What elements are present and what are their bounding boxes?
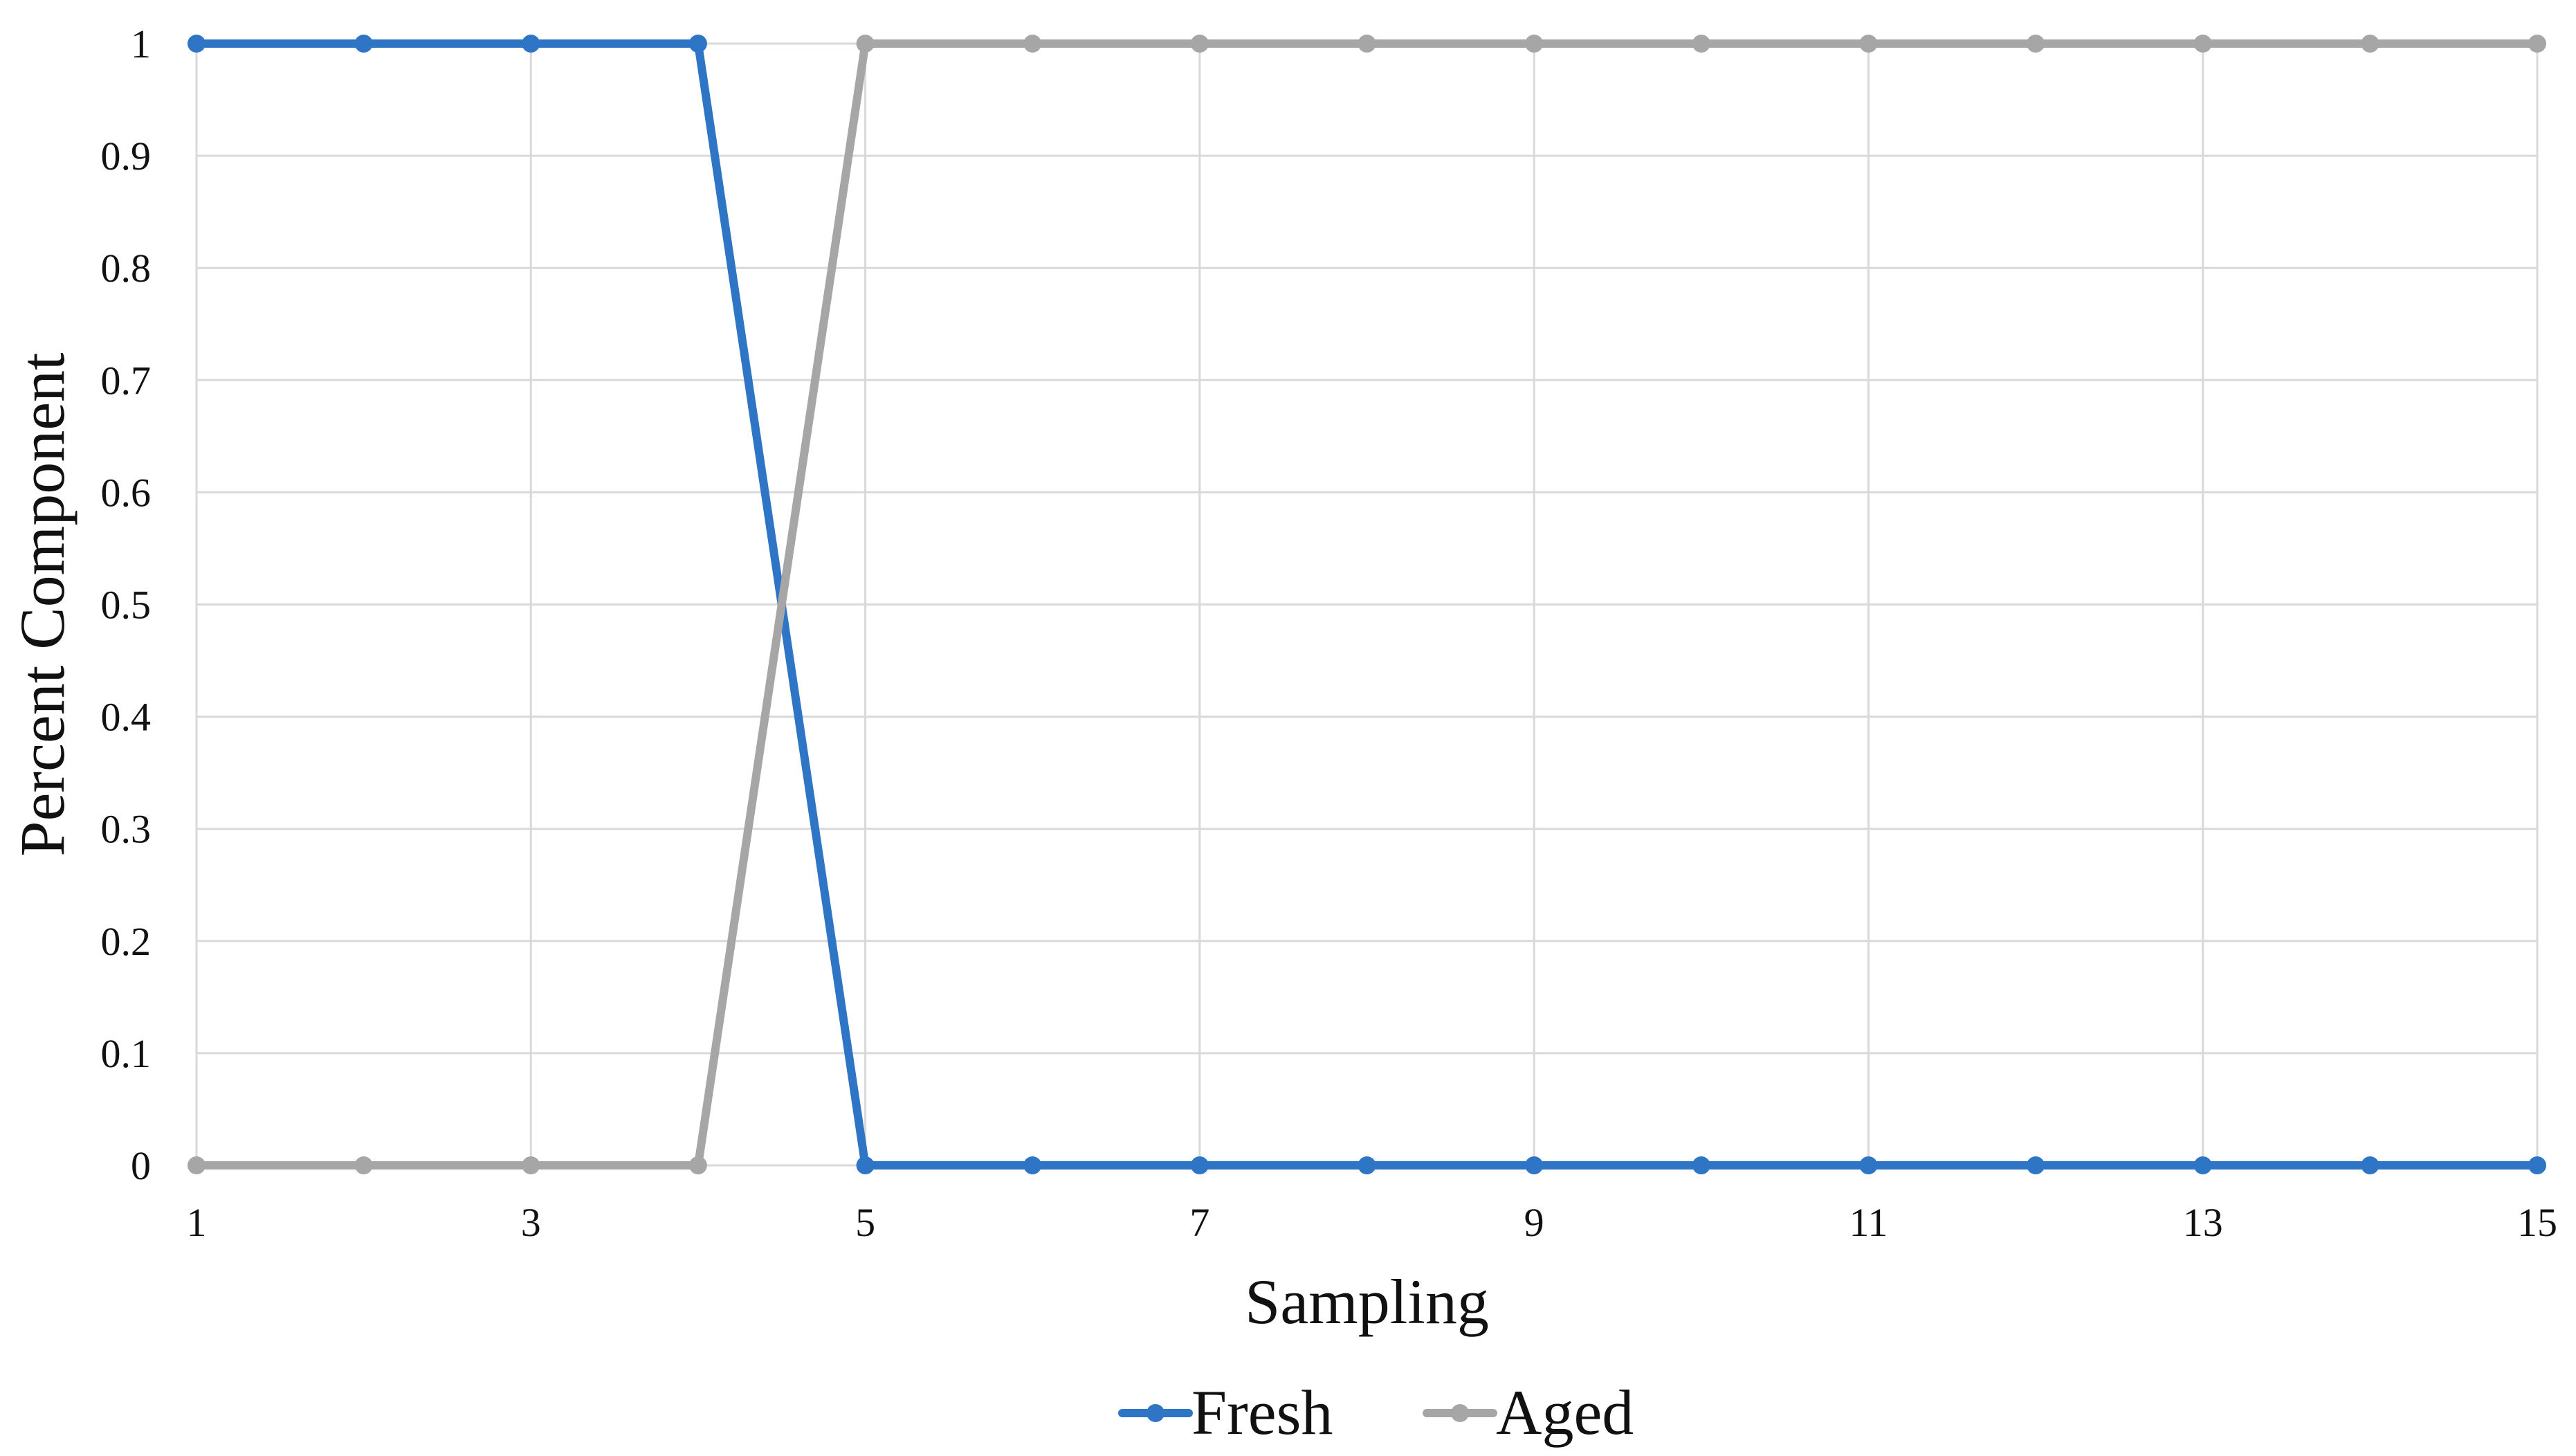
data-point-fresh: [1358, 1156, 1376, 1174]
y-tick-label: 0.5: [101, 583, 152, 628]
x-tick-label: 5: [855, 1200, 875, 1245]
y-tick-label: 0: [131, 1143, 151, 1188]
data-point-fresh: [2528, 1156, 2546, 1174]
x-tick-label: 3: [521, 1200, 541, 1245]
data-point-aged: [1692, 35, 1710, 53]
y-tick-label: 0.3: [101, 807, 152, 852]
y-axis-title: Percent Component: [7, 352, 77, 857]
data-point-aged: [1525, 35, 1544, 53]
data-point-aged: [188, 1156, 205, 1174]
x-tick-label: 7: [1189, 1200, 1209, 1245]
data-point-fresh: [354, 35, 373, 53]
y-tick-label: 1: [131, 21, 151, 66]
y-tick-label: 0.6: [101, 470, 152, 515]
data-point-fresh: [188, 35, 205, 53]
legend-item-fresh: Fresh: [1118, 1377, 1333, 1448]
legend-label: Fresh: [1191, 1377, 1333, 1448]
data-point-aged: [354, 1156, 373, 1174]
x-tick-label: 9: [1524, 1200, 1544, 1245]
data-point-aged: [1859, 35, 1878, 53]
data-point-fresh: [1023, 1156, 1042, 1174]
x-axis-tick-labels: 1 3 5 7 9 11 13 15: [187, 1200, 2558, 1245]
data-point-fresh: [1525, 1156, 1544, 1174]
legend-swatch-marker: [1451, 1404, 1469, 1422]
data-point-aged: [688, 1156, 707, 1174]
x-axis-title: Sampling: [1245, 1266, 1489, 1337]
data-point-aged: [2193, 35, 2212, 53]
y-tick-label: 0.1: [101, 1031, 152, 1076]
series-fresh: [188, 35, 2546, 1174]
data-point-aged: [1023, 35, 1042, 53]
data-point-aged: [2528, 35, 2546, 53]
data-point-fresh: [1859, 1156, 1878, 1174]
data-point-fresh: [1190, 1156, 1209, 1174]
y-tick-label: 0.4: [101, 695, 152, 740]
data-point-aged: [856, 35, 875, 53]
data-point-fresh: [2027, 1156, 2045, 1174]
legend-label: Aged: [1496, 1377, 1634, 1448]
data-point-fresh: [688, 35, 707, 53]
x-tick-label: 11: [1849, 1200, 1888, 1245]
legend: Fresh Aged: [1118, 1377, 1634, 1448]
data-point-aged: [1358, 35, 1376, 53]
y-tick-label: 0.2: [101, 919, 152, 964]
legend-item-aged: Aged: [1423, 1377, 1634, 1448]
series-aged: [188, 35, 2546, 1174]
data-point-fresh: [856, 1156, 875, 1174]
data-point-aged: [2361, 35, 2379, 53]
y-axis-tick-labels: 0 0.1 0.2 0.3 0.4 0.5 0.6 0.7 0.8 0.9 1: [101, 21, 152, 1188]
x-tick-label: 1: [187, 1200, 207, 1245]
data-point-fresh: [522, 35, 540, 53]
legend-swatch-marker: [1147, 1404, 1164, 1422]
data-point-aged: [522, 1156, 540, 1174]
y-tick-label: 0.9: [101, 134, 152, 179]
data-point-fresh: [2361, 1156, 2379, 1174]
x-tick-label: 13: [2183, 1200, 2223, 1245]
series-lines: [188, 35, 2546, 1174]
data-point-fresh: [2193, 1156, 2212, 1174]
y-tick-label: 0.8: [101, 246, 152, 291]
data-point-aged: [1190, 35, 1209, 53]
x-tick-label: 15: [2517, 1200, 2557, 1245]
gridlines: [195, 42, 2539, 1167]
y-tick-label: 0.7: [101, 358, 152, 403]
data-point-fresh: [1692, 1156, 1710, 1174]
data-point-aged: [2027, 35, 2045, 53]
